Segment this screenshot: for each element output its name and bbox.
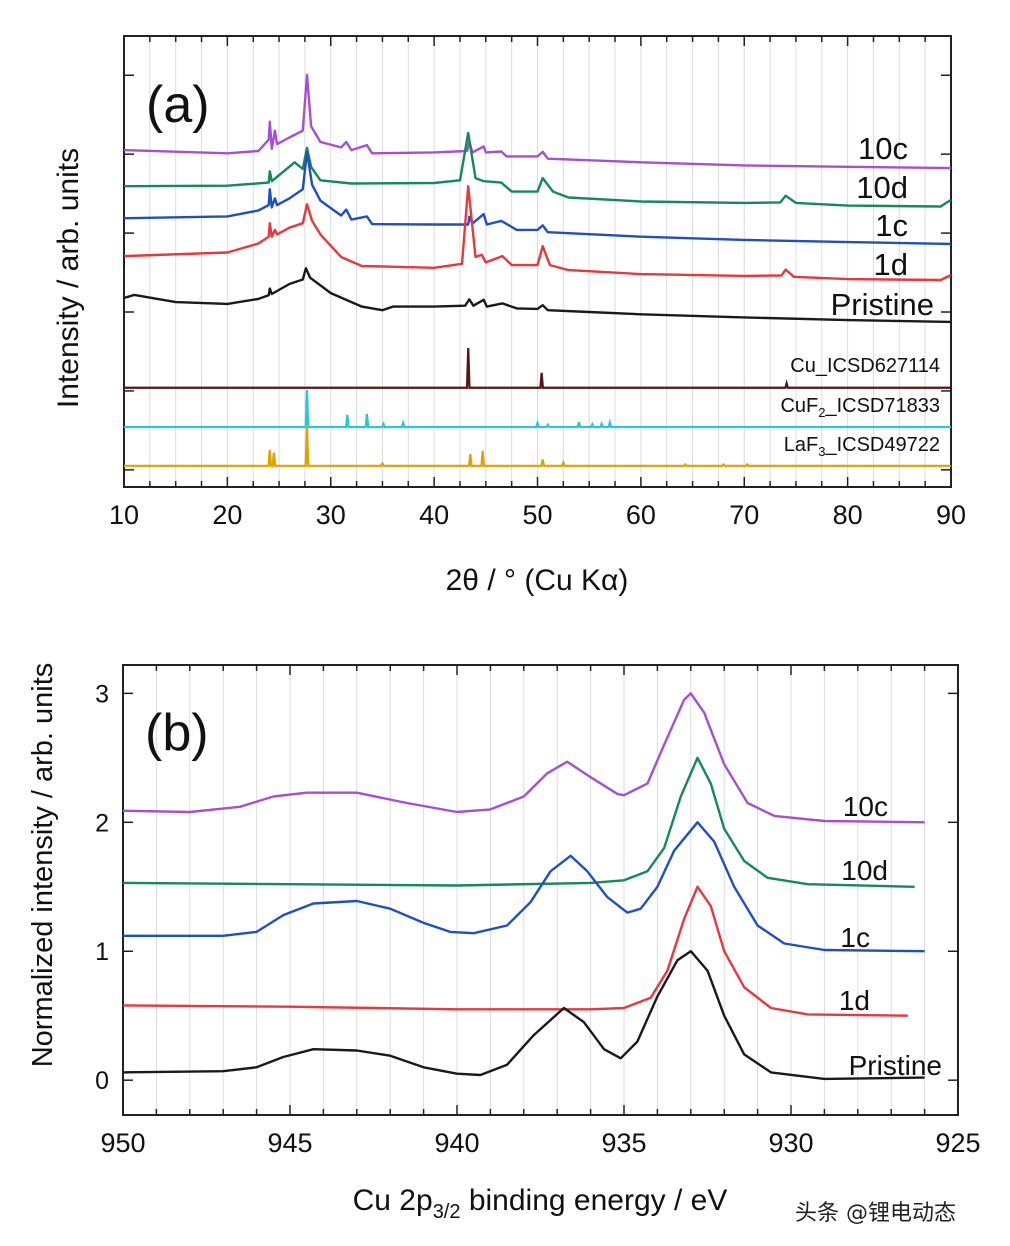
series-label: 1c bbox=[875, 208, 908, 243]
series-line-10d bbox=[123, 131, 952, 208]
reference-label-sub: 3 bbox=[818, 444, 825, 459]
reference-label: Cu_ICSD627114 bbox=[790, 355, 940, 377]
x-axis-label-main: Cu 2p bbox=[353, 1184, 433, 1217]
panel-label: (b) bbox=[145, 704, 209, 762]
series-label: 1d bbox=[839, 985, 870, 1016]
x-axis-label-tail: binding energy / eV bbox=[461, 1184, 728, 1217]
reference-label: CuF2_ICSD71833 bbox=[780, 395, 940, 420]
x-tick-label: 80 bbox=[833, 500, 863, 530]
reference-label-main: LaF bbox=[784, 434, 818, 456]
x-tick-label: 940 bbox=[434, 1128, 479, 1158]
reference-label-main: CuF bbox=[780, 395, 818, 417]
series-label: 10d bbox=[841, 855, 888, 886]
x-tick-label: 20 bbox=[212, 500, 242, 530]
reference-label: LaF3_ICSD49722 bbox=[784, 434, 940, 459]
reference-pattern-2 bbox=[124, 426, 951, 467]
x-tick-label: 50 bbox=[522, 500, 552, 530]
x-tick-label: 10 bbox=[109, 500, 139, 530]
series-line-1d bbox=[123, 185, 952, 282]
reference-label-tail: _ICSD49722 bbox=[824, 434, 940, 456]
y-tick-label: 3 bbox=[95, 680, 109, 708]
series-label: 10c bbox=[858, 131, 908, 166]
reference-pattern-1 bbox=[124, 389, 951, 429]
x-axis-label-sub: 3/2 bbox=[433, 1201, 461, 1223]
panel-label: (a) bbox=[146, 76, 210, 134]
x-tick-label: 90 bbox=[936, 500, 966, 530]
x-tick-label: 950 bbox=[100, 1128, 145, 1158]
series-label: Pristine bbox=[831, 287, 934, 322]
x-tick-label: 30 bbox=[316, 500, 346, 530]
x-tick-label: 60 bbox=[626, 500, 656, 530]
x-tick-label: 935 bbox=[601, 1128, 646, 1158]
y-tick-label: 0 bbox=[95, 1067, 109, 1095]
series-label: 10c bbox=[843, 791, 888, 822]
x-tick-label: 925 bbox=[935, 1128, 980, 1158]
y-axis-label: Intensity / arb. units bbox=[52, 148, 85, 408]
series-label: 10d bbox=[856, 170, 908, 205]
series-line-10d bbox=[122, 756, 915, 888]
series-line-1c bbox=[123, 150, 952, 246]
panel-b: 950 945 940 935 930 925 0 1 2 3 10c 10d 1c 1d Pristine… bbox=[27, 663, 981, 1223]
x-tick-label: 70 bbox=[729, 500, 759, 530]
x-axis-label: 2θ / ° (Cu Kα) bbox=[446, 564, 629, 597]
series-line-1d bbox=[122, 885, 908, 1017]
series-line-10c bbox=[123, 73, 952, 170]
series-line-Pristine bbox=[122, 950, 925, 1081]
series-line-10c bbox=[122, 692, 925, 824]
y-axis-label: Normalized intensity / arb. units bbox=[27, 663, 59, 1068]
series-label: 1d bbox=[874, 247, 908, 282]
series-label: 1c bbox=[840, 922, 870, 953]
series-label: Pristine bbox=[849, 1050, 942, 1081]
y-tick-label: 1 bbox=[95, 938, 109, 966]
plot-frame bbox=[122, 664, 959, 1116]
reference-pattern-0 bbox=[124, 348, 951, 389]
reference-label-tail: _ICSD71833 bbox=[824, 395, 940, 417]
x-tick-label: 930 bbox=[768, 1128, 813, 1158]
reference-label-main: Cu_ICSD627114 bbox=[790, 355, 940, 377]
series-line-Pristine bbox=[123, 267, 952, 324]
watermark-text: 头条 @锂电动态 bbox=[795, 1201, 956, 1226]
x-tick-label: 40 bbox=[419, 500, 449, 530]
reference-label-sub: 2 bbox=[818, 405, 825, 420]
x-tick-label: 945 bbox=[267, 1128, 312, 1158]
series-line-1c bbox=[123, 821, 925, 953]
y-tick-label: 2 bbox=[95, 809, 109, 837]
x-axis-label: Cu 2p3/2 binding energy / eV bbox=[353, 1184, 728, 1223]
